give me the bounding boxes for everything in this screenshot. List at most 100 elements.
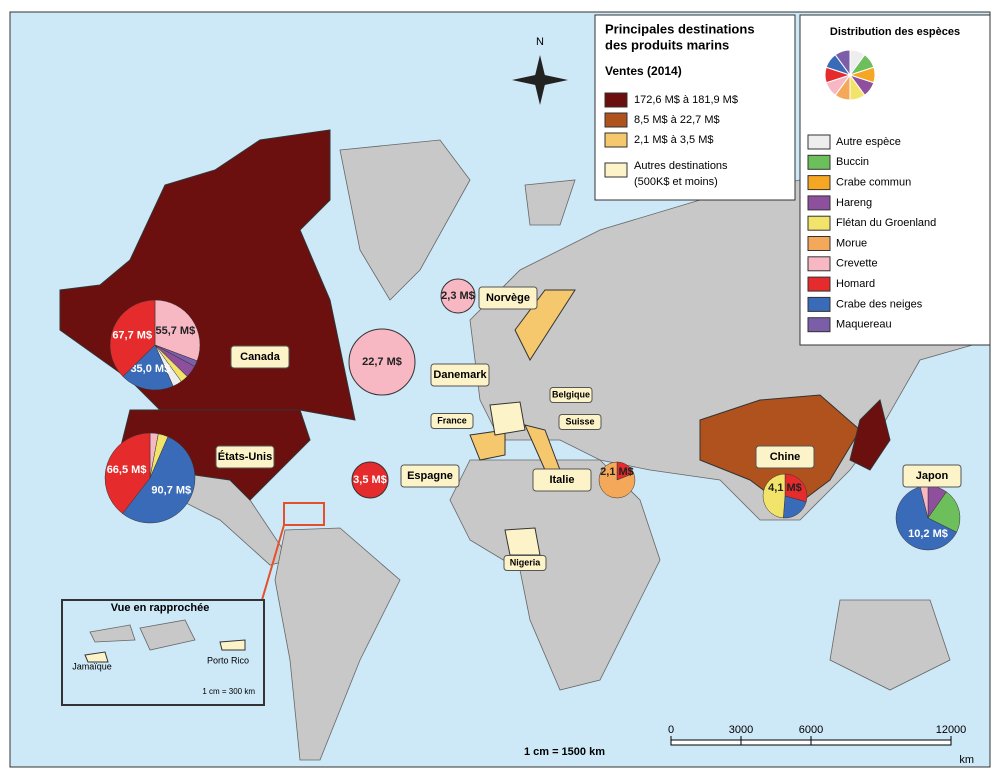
country-label-box [549,387,593,403]
inset-label: Jamaïque [72,661,112,671]
country-label-box [755,445,815,469]
country-label: Japon [916,470,949,482]
pie-slice [154,299,201,362]
species-icon-slice [834,49,851,77]
country-label: Canada [240,351,281,363]
legend-title: des produits marins [605,37,729,52]
legend-label: Buccin [836,156,869,168]
pie-slice [895,486,957,551]
legend-swatch [807,134,831,150]
country-label: Chine [770,451,801,463]
pie-label: 35,0 M$ [130,363,170,375]
country-label: Espagne [407,470,453,482]
legend-label: Hareng [836,197,872,209]
pie-label: 90,7 M$ [151,485,191,497]
country-label-box [532,468,592,492]
pie-slice [762,473,786,519]
inset-label: Porto Rico [207,655,249,665]
legend-label: Crabe des neiges [836,298,923,310]
pie-slice [784,473,808,503]
pie-label: 55,7 M$ [155,325,195,337]
pie-label: 66,5 M$ [107,464,147,476]
country-label: Suisse [565,416,594,426]
legend-label: 2,1 M$ à 3,5 M$ [634,134,714,146]
country-label: Belgique [552,389,590,399]
country-label: Norvège [486,292,530,304]
country-label-box [215,445,275,469]
legend-label: 8,5 M$ à 22,7 M$ [634,114,720,126]
scale-bar: 1 cm = 1500 km km 0 3000 6000 12000 [524,724,974,766]
country-label-box [503,555,547,571]
legend: Principales destinations des produits ma… [594,14,796,201]
pie-slice [109,299,156,377]
species-legend-title: Distribution des espèces [830,26,960,38]
inset: Vue en rapprochée Jamaïque Porto Rico 1 … [61,599,265,706]
legend-label: Homard [836,278,875,290]
scale-unit: km [959,754,974,766]
country-label-box [478,286,538,310]
legend-swatch [807,215,831,231]
country-label: France [437,415,467,425]
pie-label: 2,3 M$ [441,290,475,302]
inset-marker [283,502,325,526]
scale-tick-label: 12000 [936,724,967,736]
legend-swatch [604,92,628,108]
inset-connector [261,524,285,601]
legend-label: Morue [836,237,867,249]
legend-label: Autres destinations [634,160,728,172]
legend-label: Flétan du Groenland [836,217,936,229]
legend-label: 172,6 M$ à 181,9 M$ [634,94,738,106]
pie-total-label: 4,1 M$ [768,482,802,494]
pie-total-label: 10,2 M$ [908,528,948,540]
legend-subtitle: Ventes (2014) [605,64,682,78]
scale-tick-label: 0 [668,724,674,736]
legend-swatch [604,162,628,178]
compass: N [512,36,568,105]
pie-slice [122,436,196,524]
pie-slice [348,328,416,396]
country-label-box [230,345,290,369]
pie-label: 67,7 M$ [112,329,152,341]
country-label: Nigeria [510,557,542,567]
pie-slice [122,344,174,391]
pie-slice [104,432,151,514]
country-label: Italie [549,474,574,486]
pie-label: 3,5 M$ [353,474,387,486]
legend-swatch [604,132,628,148]
country-label: Danemark [433,369,487,381]
country-label-box [400,464,460,488]
legend-label: Maquereau [836,319,892,331]
legend-swatch [807,317,831,333]
scale-text: 1 cm = 1500 km [524,746,605,758]
compass-label: N [536,36,544,48]
legend-swatch [807,195,831,211]
legend-swatch [807,175,831,191]
legend-label: (500K$ et moins) [634,176,718,188]
pie-total-label: 2,1 M$ [600,466,634,478]
legend-swatch [807,256,831,272]
legend-swatch [807,296,831,312]
legend-swatch [604,112,628,128]
legend-swatch [807,276,831,292]
inset-scale: 1 cm = 300 km [202,687,255,696]
legend-label: Crevette [836,258,878,270]
legend-title: Principales destinations [605,21,755,36]
scale-tick-label: 6000 [799,724,823,736]
pie-slice [598,461,636,499]
legend-label: Autre espèce [836,136,901,148]
scale-tick-label: 3000 [729,724,753,736]
country-label-box [558,414,602,430]
legend-swatch [807,236,831,251]
pie-label: 22,7 M$ [362,356,402,368]
legend-swatch [807,154,831,170]
pie-slice [927,491,961,533]
pie-slice [440,278,476,314]
pie-slice [351,461,389,499]
country-label-box [430,413,474,429]
country-label-box [430,363,490,387]
species-legend: Distribution des espèces Autre espèce Buc… [799,14,991,346]
country-label: États-Unis [218,450,272,463]
country-label-box [902,464,962,488]
legend-label: Crabe commun [836,177,911,189]
